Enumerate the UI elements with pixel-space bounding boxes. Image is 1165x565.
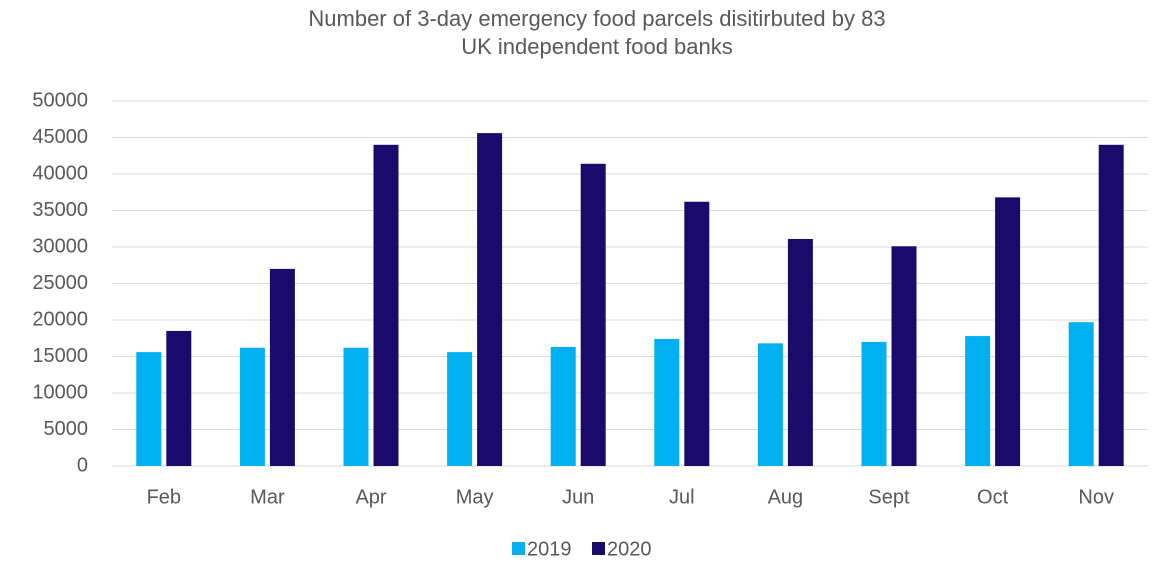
x-tick-label: Jun <box>562 486 594 508</box>
bar <box>1068 322 1094 466</box>
legend-swatch <box>592 542 605 555</box>
bar <box>965 336 991 466</box>
y-tick-label: 50000 <box>32 89 88 111</box>
x-tick-label: Aug <box>768 486 804 508</box>
y-tick-label: 0 <box>77 454 88 476</box>
y-tick-label: 5000 <box>44 418 89 440</box>
y-tick-label: 15000 <box>32 345 88 367</box>
y-tick-label: 10000 <box>32 381 88 403</box>
bar <box>861 341 887 466</box>
bar <box>447 352 473 466</box>
bar <box>757 343 783 466</box>
bar <box>239 347 265 466</box>
bar <box>1098 144 1124 467</box>
bar <box>995 197 1021 467</box>
bar <box>654 338 680 466</box>
bar <box>787 238 813 466</box>
x-tick-label: Mar <box>250 486 285 508</box>
bar <box>684 201 710 467</box>
x-tick-label: Nov <box>1078 486 1114 508</box>
y-tick-label: 20000 <box>32 308 88 330</box>
legend-label: 2019 <box>527 538 572 560</box>
x-tick-label: Jul <box>669 486 695 508</box>
x-tick-label: May <box>456 486 494 508</box>
x-tick-label: Apr <box>355 486 386 508</box>
bar <box>136 352 162 466</box>
chart-title: UK independent food banks <box>461 34 733 59</box>
y-tick-label: 45000 <box>32 126 88 148</box>
bar <box>891 246 917 466</box>
bar <box>373 144 399 467</box>
x-tick-label: Feb <box>147 486 181 508</box>
y-tick-label: 40000 <box>32 162 88 184</box>
y-tick-label: 25000 <box>32 272 88 294</box>
y-tick-label: 30000 <box>32 235 88 257</box>
bar <box>477 133 503 466</box>
chart-title: Number of 3-day emergency food parcels d… <box>308 6 885 31</box>
bar <box>166 330 192 466</box>
y-tick-label: 35000 <box>32 199 88 221</box>
bar <box>269 268 295 466</box>
bar <box>580 163 606 466</box>
x-tick-label: Sept <box>868 486 910 508</box>
bar <box>343 347 369 466</box>
bar <box>550 347 576 466</box>
x-tick-label: Oct <box>977 486 1009 508</box>
legend-label: 2020 <box>607 538 652 560</box>
legend-swatch <box>512 542 525 555</box>
